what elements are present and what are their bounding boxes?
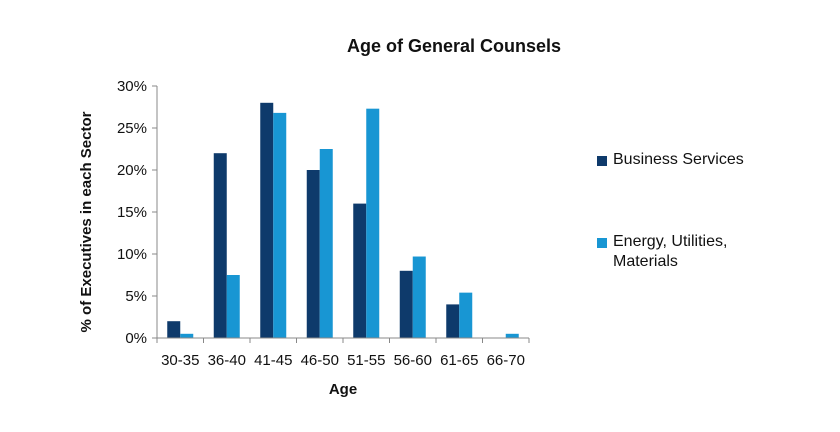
bar-energy-utilities-materials-66-70 xyxy=(505,333,519,338)
bar-business-services-56-60 xyxy=(399,270,413,338)
bar-energy-utilities-materials-56-60 xyxy=(412,256,426,338)
legend-swatch-energy-utilities-materials xyxy=(597,238,607,248)
bar-energy-utilities-materials-61-65 xyxy=(459,292,473,338)
bar-business-services-61-65 xyxy=(446,304,460,338)
x-tick-label: 51-55 xyxy=(347,352,385,369)
x-tick-label: 56-60 xyxy=(394,352,432,369)
bar-business-services-41-45 xyxy=(260,102,274,338)
y-axis: 0% 5% 10% 15% 20% 25% 30% xyxy=(117,78,158,347)
y-tick-label: 0% xyxy=(125,330,147,347)
bar-business-services-30-35 xyxy=(167,321,181,338)
bar-business-services-36-40 xyxy=(213,153,227,338)
legend-swatch-business-services xyxy=(597,156,607,166)
x-tick-label: 46-50 xyxy=(301,352,339,369)
bar-energy-utilities-materials-46-50 xyxy=(319,149,333,338)
x-axis-title: Age xyxy=(329,381,357,398)
x-tick-label: 41-45 xyxy=(254,352,292,369)
bar-energy-utilities-materials-30-35 xyxy=(180,333,194,338)
legend-item-energy-utilities-materials: Energy, Utilities, Materials xyxy=(597,232,787,272)
x-tick-label: 36-40 xyxy=(208,352,246,369)
y-tick-label: 15% xyxy=(117,204,147,221)
y-tick-label: 5% xyxy=(125,288,147,305)
y-axis-title: % of Executives in each Sector xyxy=(78,111,95,332)
y-tick-label: 10% xyxy=(117,246,147,263)
legend-item-business-services: Business Services xyxy=(597,150,827,170)
legend: Business Services Energy, Utilities, Mat… xyxy=(597,150,827,272)
bar-energy-utilities-materials-41-45 xyxy=(273,112,287,338)
bar-business-services-51-55 xyxy=(353,203,367,338)
x-tick-label: 61-65 xyxy=(440,352,478,369)
bar-energy-utilities-materials-51-55 xyxy=(366,108,380,339)
bars-group xyxy=(167,102,519,339)
bar-energy-utilities-materials-36-40 xyxy=(226,275,240,338)
y-tick-label: 20% xyxy=(117,162,147,179)
legend-label-business-services: Business Services xyxy=(613,151,744,168)
legend-label-energy-utilities-materials: Energy, Utilities, Materials xyxy=(613,233,728,270)
chart-title: Age of General Counsels xyxy=(347,36,561,56)
x-axis: 30-35 36-40 41-45 46-50 51-55 56-60 61-65 66-70 xyxy=(156,337,530,369)
y-tick-label: 25% xyxy=(117,120,147,137)
y-tick-label: 30% xyxy=(117,78,147,95)
x-tick-label: 30-35 xyxy=(161,352,199,369)
bar-business-services-46-50 xyxy=(306,170,320,338)
x-tick-label: 66-70 xyxy=(487,352,525,369)
